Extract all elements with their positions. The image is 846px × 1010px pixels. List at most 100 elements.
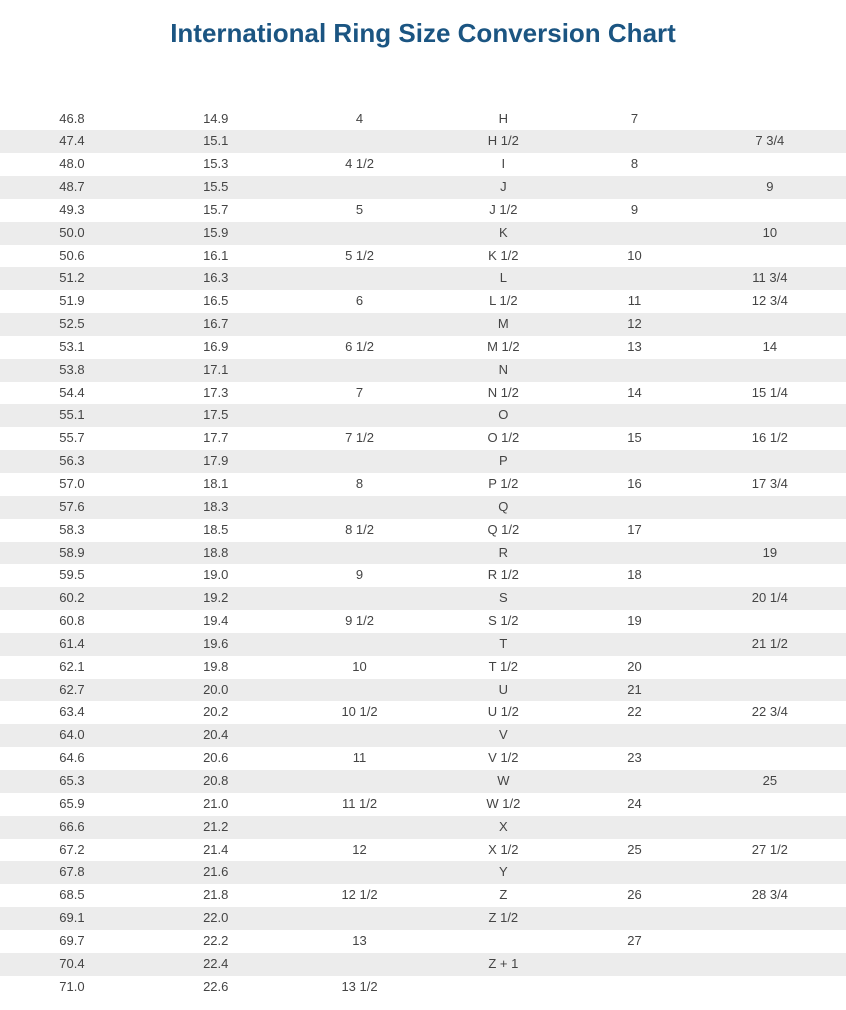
table-cell: 52.5 — [0, 313, 144, 336]
table-cell — [694, 496, 846, 519]
table-cell — [288, 953, 432, 976]
table-row: 68.521.812 1/2Z2628 3/4 — [0, 884, 846, 907]
table-cell: 66.6 — [0, 816, 144, 839]
table-row: 64.620.611V 1/223 — [0, 747, 846, 770]
table-cell — [694, 861, 846, 884]
table-cell — [694, 450, 846, 473]
table-cell: 16.5 — [144, 290, 288, 313]
table-cell — [288, 130, 432, 153]
table-row: 70.422.4Z + 1 — [0, 953, 846, 976]
table-cell — [288, 450, 432, 473]
table-cell: 4 — [288, 108, 432, 131]
table-cell: 18.3 — [144, 496, 288, 519]
table-header: Circumference (mm)Europe / ISODiameter (… — [0, 63, 846, 108]
table-cell: 20 1/4 — [694, 587, 846, 610]
table-cell: X — [431, 816, 575, 839]
table-cell — [288, 313, 432, 336]
table-cell: 4 1/2 — [288, 153, 432, 176]
table-cell — [694, 199, 846, 222]
table-cell: X 1/2 — [431, 839, 575, 862]
table-cell: 17.1 — [144, 359, 288, 382]
table-cell: 20.4 — [144, 724, 288, 747]
table-cell — [694, 404, 846, 427]
table-row: 65.320.8W25 — [0, 770, 846, 793]
table-cell: 21.4 — [144, 839, 288, 862]
table-cell: 9 — [575, 199, 693, 222]
table-cell: Y — [431, 861, 575, 884]
table-cell: 13 — [288, 930, 432, 953]
table-cell: 22.4 — [144, 953, 288, 976]
table-cell: 9 — [694, 176, 846, 199]
table-row: 58.318.58 1/2Q 1/217 — [0, 519, 846, 542]
table-cell: 16 1/2 — [694, 427, 846, 450]
table-cell: 25 — [694, 770, 846, 793]
table-cell: 50.6 — [0, 245, 144, 268]
table-cell: 14 — [694, 336, 846, 359]
table-cell — [575, 907, 693, 930]
table-cell: 13 — [575, 336, 693, 359]
table-cell: 13 1/2 — [288, 976, 432, 999]
table-cell — [431, 930, 575, 953]
table-cell: O 1/2 — [431, 427, 575, 450]
table-cell: 61.4 — [0, 633, 144, 656]
table-cell: R 1/2 — [431, 564, 575, 587]
table-cell: 50.0 — [0, 222, 144, 245]
table-cell — [288, 222, 432, 245]
table-cell: 47.4 — [0, 130, 144, 153]
table-cell — [575, 976, 693, 999]
table-cell: 55.1 — [0, 404, 144, 427]
table-cell: 17.7 — [144, 427, 288, 450]
table-cell — [288, 176, 432, 199]
table-cell: 19.8 — [144, 656, 288, 679]
table-row: 55.117.5O — [0, 404, 846, 427]
column-header: Circumference (mm)Europe / ISO — [0, 63, 144, 108]
table-cell: 15.1 — [144, 130, 288, 153]
table-cell — [288, 359, 432, 382]
table-cell: M 1/2 — [431, 336, 575, 359]
column-header: USA / Canada — [288, 63, 432, 108]
table-cell: 19.2 — [144, 587, 288, 610]
table-cell: 46.8 — [0, 108, 144, 131]
table-row: 49.315.75J 1/29 — [0, 199, 846, 222]
table-cell: U — [431, 679, 575, 702]
column-header-line: Europe / ISO — [4, 85, 140, 101]
table-cell — [694, 976, 846, 999]
table-cell: 19.0 — [144, 564, 288, 587]
table-cell: 11 3/4 — [694, 267, 846, 290]
table-cell: J 1/2 — [431, 199, 575, 222]
column-header-line: Diameter (mm) — [148, 77, 284, 93]
table-cell: 22 — [575, 701, 693, 724]
table-cell — [575, 267, 693, 290]
table-cell: 6 1/2 — [288, 336, 432, 359]
table-cell: 64.0 — [0, 724, 144, 747]
table-cell — [694, 724, 846, 747]
table-cell — [288, 587, 432, 610]
table-cell: N — [431, 359, 575, 382]
table-cell: Q — [431, 496, 575, 519]
table-cell: 17 — [575, 519, 693, 542]
table-cell: 18.5 — [144, 519, 288, 542]
table-cell: 67.2 — [0, 839, 144, 862]
table-cell: 27 — [575, 930, 693, 953]
page-title: International Ring Size Conversion Chart — [0, 0, 846, 63]
table-cell: 15.9 — [144, 222, 288, 245]
table-cell: 53.8 — [0, 359, 144, 382]
table-cell: 15 1/4 — [694, 382, 846, 405]
table-cell: 65.9 — [0, 793, 144, 816]
table-cell: H 1/2 — [431, 130, 575, 153]
table-row: 71.022.613 1/2 — [0, 976, 846, 999]
table-row: 52.516.7M12 — [0, 313, 846, 336]
table-cell: V 1/2 — [431, 747, 575, 770]
table-cell: 51.9 — [0, 290, 144, 313]
table-cell — [694, 907, 846, 930]
table-cell: 8 1/2 — [288, 519, 432, 542]
table-cell: 22.2 — [144, 930, 288, 953]
table-row: 69.122.0Z 1/2 — [0, 907, 846, 930]
table-cell — [575, 861, 693, 884]
table-cell: 8 — [288, 473, 432, 496]
table-row: 64.020.4V — [0, 724, 846, 747]
table-cell: 15.3 — [144, 153, 288, 176]
table-cell — [575, 130, 693, 153]
table-cell: 15 — [575, 427, 693, 450]
table-cell: 20 — [575, 656, 693, 679]
